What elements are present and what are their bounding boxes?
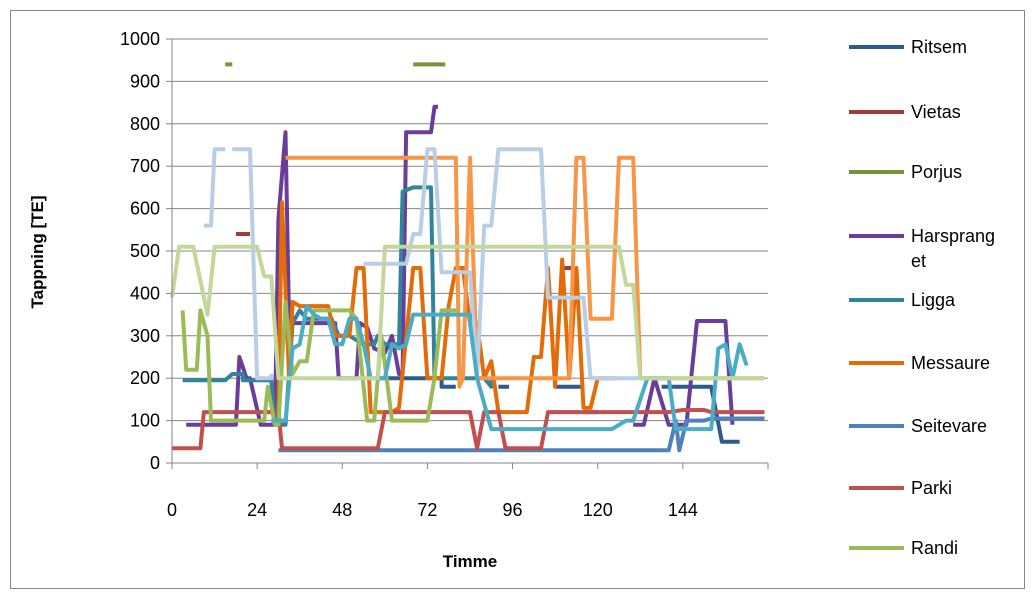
- series-line-series-11: [203, 147, 765, 381]
- y-tick-label: 800: [130, 114, 160, 134]
- series-line-randi: [180, 299, 460, 427]
- y-tick-label: 200: [130, 368, 160, 388]
- plot-area: [170, 62, 765, 453]
- y-tick-label: 600: [130, 199, 160, 219]
- x-tick-label: 72: [417, 500, 437, 520]
- x-tick-label: 48: [332, 500, 352, 520]
- legend-label: Harsprang: [911, 226, 995, 246]
- y-tick-label: 300: [130, 326, 160, 346]
- y-tick-label: 100: [130, 411, 160, 431]
- series-line-series-12: [271, 304, 749, 432]
- axes: [166, 38, 769, 469]
- legend-label: Parki: [911, 478, 952, 498]
- legend-label: Porjus: [911, 162, 962, 182]
- x-tick-label: 24: [247, 500, 267, 520]
- legend: Ritsem Vietas Porjus Harsprang et Ligga Messau…: [849, 37, 995, 558]
- legend-label: Seitevare: [911, 416, 987, 436]
- legend-label: et: [911, 251, 926, 271]
- legend-label: Ligga: [911, 290, 956, 310]
- y-tick-label: 0: [150, 453, 160, 473]
- legend-label: Ritsem: [911, 37, 967, 57]
- series-line-seitevare: [278, 416, 765, 453]
- y-axis-title: Tappning [TE]: [28, 196, 47, 309]
- x-tick-label: 0: [167, 500, 177, 520]
- y-tick-label: 400: [130, 283, 160, 303]
- series-line-series-13: [170, 244, 765, 381]
- tick-labels: 0 100 200 300 400 500 600 700 800 900 1000 0 24 48 72 9…: [120, 29, 698, 520]
- y-tick-label: 1000: [120, 29, 160, 49]
- x-tick-label: 144: [668, 500, 698, 520]
- y-tick-label: 900: [130, 71, 160, 91]
- y-tick-label: 500: [130, 241, 160, 261]
- legend-label: Messaure: [911, 353, 990, 373]
- x-tick-label: 96: [503, 500, 523, 520]
- y-tick-label: 700: [130, 156, 160, 176]
- legend-label: Vietas: [911, 102, 961, 122]
- legend-label: Randi: [911, 538, 958, 558]
- x-tick-label: 120: [583, 500, 613, 520]
- x-axis-title: Timme: [443, 552, 498, 571]
